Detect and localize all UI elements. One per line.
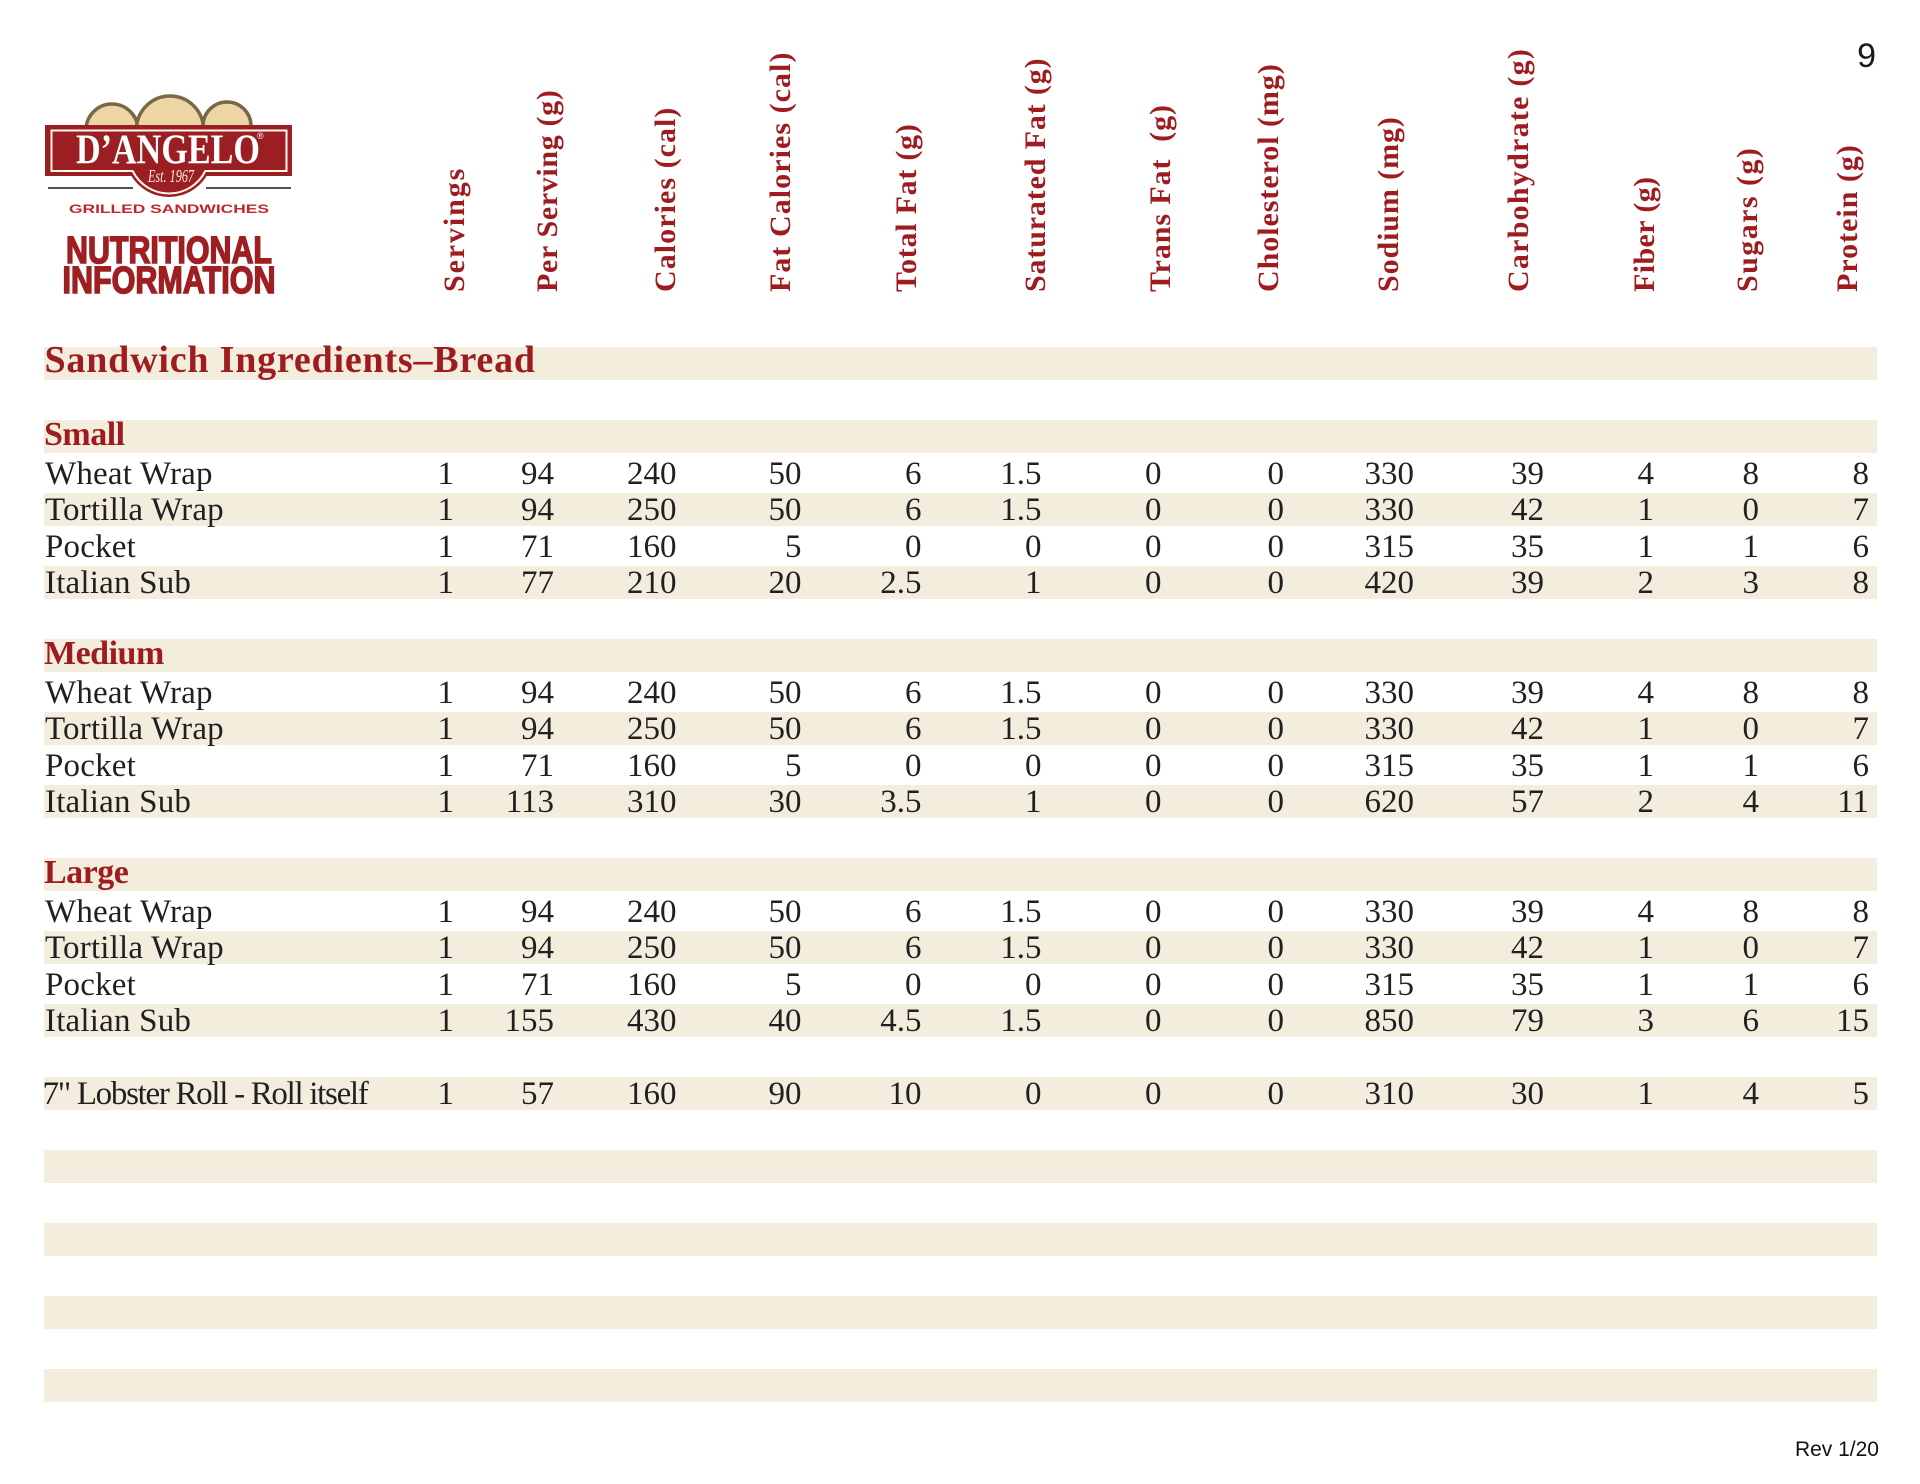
svg-text:Est. 1967: Est. 1967: [147, 166, 194, 186]
svg-text:GRILLED SANDWICHES: GRILLED SANDWICHES: [69, 202, 269, 216]
svg-text:INFORMATION: INFORMATION: [63, 260, 276, 302]
svg-text:D’ANGELO: D’ANGELO: [76, 128, 260, 174]
svg-text:®: ®: [257, 131, 264, 141]
svg-text:NUTRITIONAL: NUTRITIONAL: [66, 230, 272, 272]
